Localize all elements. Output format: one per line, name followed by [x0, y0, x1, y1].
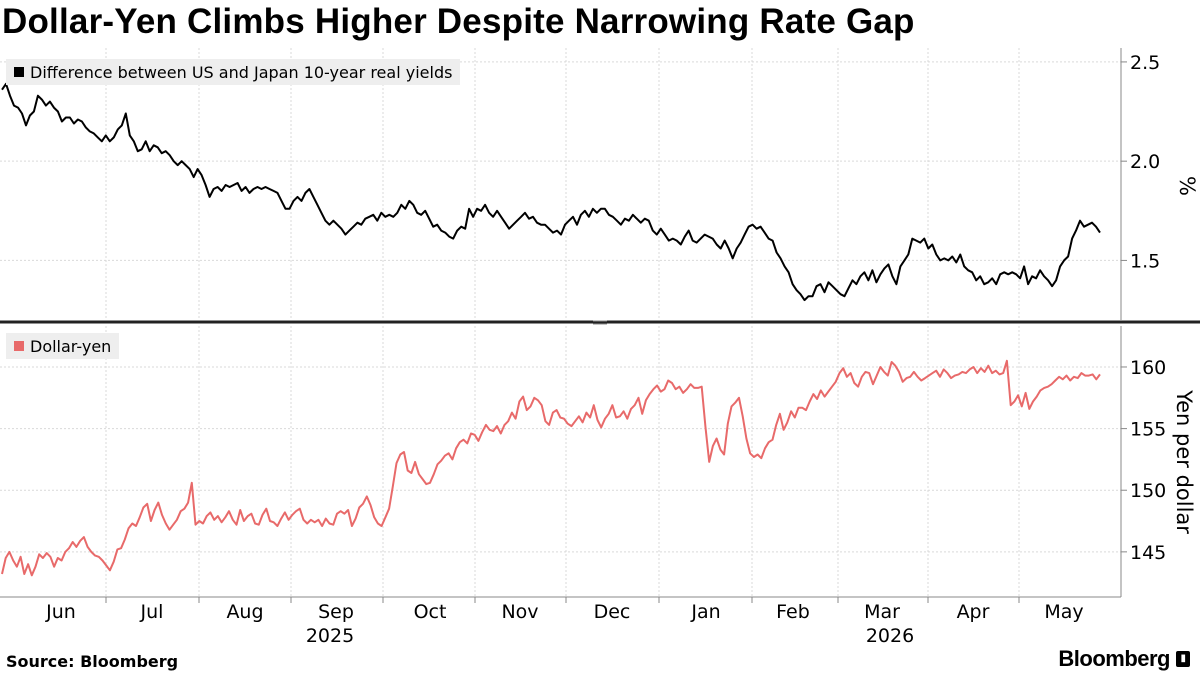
brand-mark-icon: ▮: [1176, 651, 1190, 667]
x-tick-label: Aug: [226, 601, 263, 623]
bottom-legend-label: Dollar-yen: [30, 336, 112, 356]
x-tick-label: May: [1044, 601, 1083, 623]
bottom-legend-swatch: [14, 341, 24, 351]
x-tick-label: Dec: [594, 601, 631, 623]
y-tick-label: 145: [1130, 542, 1166, 564]
y-tick-label: 2.0: [1130, 151, 1160, 173]
x-tick-label: Feb: [776, 601, 810, 623]
source-note: Source: Bloomberg: [6, 652, 179, 671]
bottom-y-ticks: 160 155 150 145: [1121, 357, 1166, 564]
real-yield-diff-line: [1, 82, 1101, 302]
month-gridlines: [105, 48, 1020, 597]
top-y-axis-label: %: [1175, 176, 1199, 196]
x-year-label: 2025: [306, 625, 354, 647]
x-tick-label: Mar: [864, 601, 900, 623]
bottom-panel-grid: [0, 366, 1121, 553]
top-legend-label: Difference between US and Japan 10-year …: [30, 62, 453, 82]
x-tick-label: Nov: [501, 601, 538, 623]
top-panel-grid: [0, 61, 1121, 261]
bottom-y-axis-label: Yen per dollar: [1172, 389, 1196, 534]
dollar-yen-line: [1, 359, 1101, 577]
x-tick-label: Apr: [957, 601, 990, 623]
top-legend-swatch: [14, 67, 24, 77]
top-legend: Difference between US and Japan 10-year …: [6, 59, 461, 85]
bottom-legend: Dollar-yen: [6, 333, 120, 359]
x-tick-label: Jun: [45, 601, 76, 623]
x-tick-label: Sep: [318, 601, 354, 623]
bloomberg-logo: Bloomberg ▮: [1058, 646, 1190, 672]
y-tick-label: 2.5: [1130, 52, 1160, 74]
y-tick-label: 160: [1130, 357, 1166, 379]
x-year-label: 2026: [866, 625, 914, 647]
x-tick-label: Jul: [140, 601, 164, 623]
chart-title: Dollar-Yen Climbs Higher Despite Narrowi…: [2, 2, 915, 41]
y-tick-label: 155: [1130, 419, 1166, 441]
top-y-ticks: 2.5 2.0 1.5: [1121, 52, 1160, 272]
y-tick-label: 150: [1130, 480, 1166, 502]
x-tick-label: Jan: [690, 601, 720, 623]
x-tick-label: Oct: [414, 601, 447, 623]
x-axis-ticks: Jun Jul Aug Sep Oct Nov Dec Jan Feb Mar Apr May 2025…: [0, 596, 1121, 647]
brand-text: Bloomberg: [1058, 646, 1170, 671]
y-tick-label: 1.5: [1130, 250, 1160, 272]
